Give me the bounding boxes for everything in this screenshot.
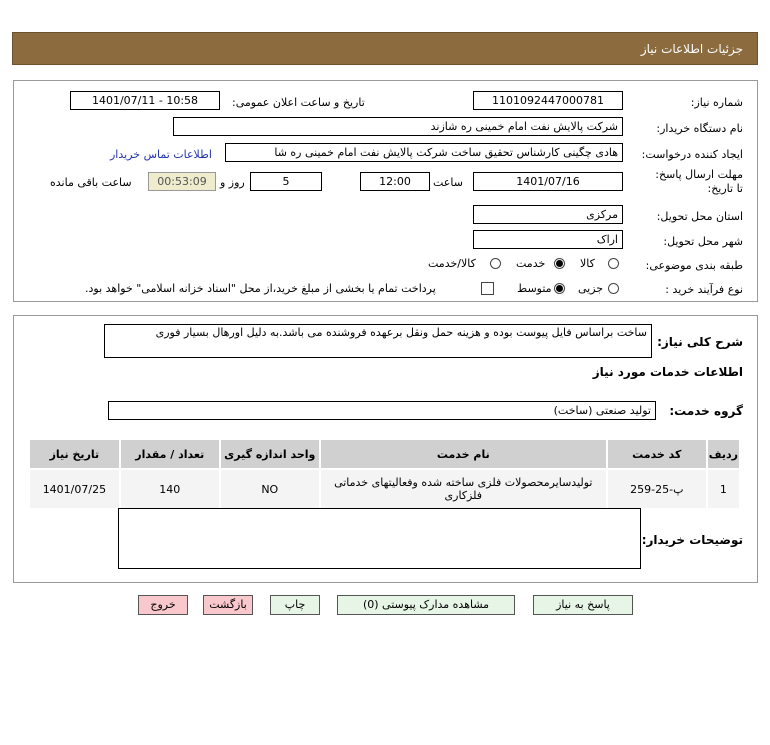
category-label: طبقه بندی موضوعی:	[645, 259, 743, 272]
exit-button[interactable]: خروج	[138, 595, 188, 615]
category-option-label: کالا/خدمت	[428, 257, 476, 270]
cell-name: تولیدسایرمحصولات فلزی ساخته شده وفعالیته…	[318, 468, 608, 510]
days-label: روز و	[220, 176, 245, 189]
province-label: استان محل تحویل:	[656, 210, 743, 223]
col-row: ردیف	[705, 438, 742, 470]
category-radio-goods[interactable]	[608, 258, 619, 269]
need-number-label: شماره نیاز:	[690, 96, 743, 109]
col-qty: تعداد / مقدار	[118, 438, 221, 470]
remaining-label: ساعت باقی مانده	[50, 176, 132, 189]
cell-unit: NO	[218, 468, 321, 510]
deadline-date-field: 1401/07/16	[473, 172, 623, 191]
province-field: مرکزی	[473, 205, 623, 224]
service-group-label: گروه خدمت:	[669, 404, 743, 418]
announce-field: 1401/07/11 - 10:58	[70, 91, 220, 110]
announce-label: تاریخ و ساعت اعلان عمومی:	[232, 96, 365, 109]
process-radio-medium[interactable]	[554, 283, 565, 294]
col-date: تاریخ نیاز	[28, 438, 121, 470]
deadline-label: مهلت ارسال پاسخ: تا تاریخ:	[655, 168, 743, 195]
col-unit: واحد اندازه گیری	[218, 438, 321, 470]
category-radio-goods-service[interactable]	[490, 258, 501, 269]
page-header: جزئیات اطلاعات نیاز	[12, 32, 758, 65]
cell-code: پ-25-259	[605, 468, 708, 510]
col-name: نام خدمت	[318, 438, 608, 470]
buyer-notes-label: توضیحات خریدار:	[641, 533, 743, 547]
contact-buyer-link[interactable]: اطلاعات تماس خریدار	[110, 148, 212, 161]
requester-label: ایجاد کننده درخواست:	[641, 148, 743, 161]
time-label: ساعت	[433, 176, 463, 189]
process-label: نوع فرآیند خرید :	[665, 283, 743, 296]
city-field: اراک	[473, 230, 623, 249]
reply-button[interactable]: پاسخ به نیاز	[533, 595, 633, 615]
payment-note: پرداخت تمام یا بخشی از مبلغ خرید،از محل …	[85, 282, 436, 295]
process-option-label: متوسط	[517, 282, 552, 295]
services-table: ردیف کد خدمت نام خدمت واحد اندازه گیری ت…	[28, 438, 742, 510]
table-row: 1 پ-25-259 تولیدسایرمحصولات فلزی ساخته ش…	[28, 468, 742, 510]
col-code: کد خدمت	[605, 438, 708, 470]
service-group-field: تولید صنعتی (ساخت)	[108, 401, 656, 420]
view-attachments-button[interactable]: مشاهده مدارک پیوستی (0)	[337, 595, 515, 615]
requester-field: هادی چگینی کارشناس تحقیق ساخت شرکت پالای…	[225, 143, 623, 162]
buyer-notes-field	[118, 508, 641, 569]
services-section-title: اطلاعات خدمات مورد نیاز	[592, 365, 743, 379]
description-label: شرح کلی نیاز:	[657, 335, 743, 349]
category-radio-service[interactable]	[554, 258, 565, 269]
deadline-time-field: 12:00	[360, 172, 430, 191]
buyer-org-field: شرکت پالایش نفت امام خمینی ره شازند	[173, 117, 623, 136]
process-option-label: جزیی	[578, 282, 604, 295]
payment-checkbox[interactable]	[481, 282, 494, 295]
remaining-time-field: 00:53:09	[148, 172, 216, 191]
buyer-org-label: نام دستگاه خریدار:	[656, 122, 743, 135]
cell-qty: 140	[118, 468, 221, 510]
need-number-field: 1101092447000781	[473, 91, 623, 110]
description-field: ساخت براساس فایل پیوست بوده و هزینه حمل …	[104, 324, 652, 358]
city-label: شهر محل تحویل:	[663, 235, 743, 248]
process-radio-minor[interactable]	[608, 283, 619, 294]
category-option-label: خدمت	[516, 257, 546, 270]
cell-date: 1401/07/25	[28, 468, 121, 510]
back-button[interactable]: بازگشت	[203, 595, 253, 615]
print-button[interactable]: چاپ	[270, 595, 320, 615]
category-option-label: کالا	[580, 257, 595, 270]
cell-row: 1	[705, 468, 742, 510]
days-field: 5	[250, 172, 322, 191]
